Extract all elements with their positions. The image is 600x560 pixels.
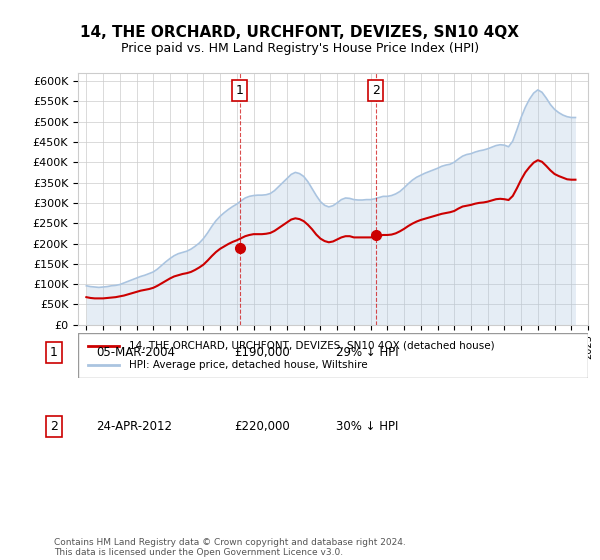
Text: 05-MAR-2004: 05-MAR-2004 [96, 346, 175, 359]
Text: 29% ↓ HPI: 29% ↓ HPI [336, 346, 398, 359]
Text: 1: 1 [50, 346, 58, 359]
Text: Price paid vs. HM Land Registry's House Price Index (HPI): Price paid vs. HM Land Registry's House … [121, 42, 479, 55]
Text: 14, THE ORCHARD, URCHFONT, DEVIZES, SN10 4QX (detached house): 14, THE ORCHARD, URCHFONT, DEVIZES, SN10… [129, 340, 494, 351]
Text: £190,000: £190,000 [234, 346, 290, 359]
Text: 2: 2 [372, 84, 380, 97]
Text: 1: 1 [236, 84, 244, 97]
Text: £220,000: £220,000 [234, 420, 290, 433]
FancyBboxPatch shape [78, 333, 588, 378]
Text: 2: 2 [50, 420, 58, 433]
Text: 30% ↓ HPI: 30% ↓ HPI [336, 420, 398, 433]
Text: 14, THE ORCHARD, URCHFONT, DEVIZES, SN10 4QX: 14, THE ORCHARD, URCHFONT, DEVIZES, SN10… [80, 25, 520, 40]
Text: Contains HM Land Registry data © Crown copyright and database right 2024.
This d: Contains HM Land Registry data © Crown c… [54, 538, 406, 557]
Text: 24-APR-2012: 24-APR-2012 [96, 420, 172, 433]
Text: HPI: Average price, detached house, Wiltshire: HPI: Average price, detached house, Wilt… [129, 360, 368, 370]
